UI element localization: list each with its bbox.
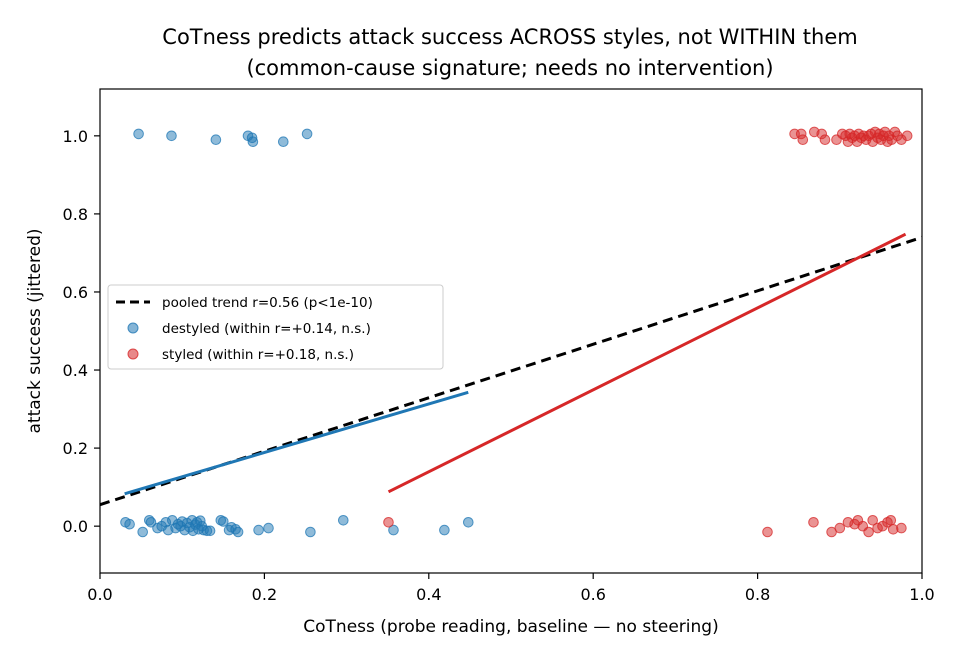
data-point-styled-38 xyxy=(834,522,846,534)
data-point-destyled-40 xyxy=(232,526,244,538)
data-point-styled-33 xyxy=(901,130,913,142)
y-tick-label-5: 1.0 xyxy=(63,127,88,146)
trend-lines xyxy=(100,232,922,507)
data-point-styled-36 xyxy=(808,517,819,528)
chart-title: CoTness predicts attack success ACROSS s… xyxy=(162,25,857,49)
data-point-destyled-45 xyxy=(388,524,399,536)
legend: pooled trend r=0.56 (p<1e-10) destyled (… xyxy=(107,284,444,370)
x-axis-label: CoTness (probe reading, baseline — no st… xyxy=(303,617,718,637)
y-axis: 0.0 0.2 0.4 0.6 0.8 1.0 xyxy=(63,127,100,536)
y-tick-label-1: 0.2 xyxy=(63,439,88,458)
data-point-destyled-34 xyxy=(204,525,216,537)
x-tick-label-3: 0.6 xyxy=(580,585,605,604)
data-point-destyled-9 xyxy=(124,518,135,530)
data-point-styled-34 xyxy=(383,517,394,528)
data-point-destyled-47 xyxy=(463,517,474,528)
legend-item-destyled: destyled (within r=+0.14, n.s.) xyxy=(162,321,371,337)
data-point-destyled-2 xyxy=(210,134,222,145)
data-point-destyled-1 xyxy=(166,130,177,142)
x-tick-label-0: 0.0 xyxy=(87,585,112,604)
y-tick-label-2: 0.4 xyxy=(63,361,88,380)
data-point-destyled-41 xyxy=(253,524,264,536)
data-point-destyled-12 xyxy=(145,517,157,528)
data-point-destyled-5 xyxy=(247,136,259,147)
data-point-destyled-7 xyxy=(301,128,313,140)
data-point-destyled-10 xyxy=(137,526,148,538)
plot-frame xyxy=(99,88,923,574)
data-point-destyled-43 xyxy=(305,526,316,538)
destyled-fit-line xyxy=(124,390,469,496)
data-point-destyled-0 xyxy=(133,128,144,140)
data-point-destyled-44 xyxy=(338,515,349,526)
data-point-styled-48 xyxy=(885,515,897,526)
y-tick-label-3: 0.6 xyxy=(63,283,88,302)
data-point-styled-43 xyxy=(863,526,874,538)
x-tick-label-4: 0.8 xyxy=(745,585,770,604)
legend-box xyxy=(107,284,444,370)
legend-dot-destyled xyxy=(127,322,139,334)
data-point-styled-5 xyxy=(819,134,831,145)
data-point-styled-2 xyxy=(797,134,809,145)
styled-fit-line xyxy=(387,232,907,494)
x-tick-label-5: 1.0 xyxy=(909,585,934,604)
legend-item-pooled: pooled trend r=0.56 (p<1e-10) xyxy=(162,295,373,311)
x-tick-label-1: 0.2 xyxy=(252,585,277,604)
data-point-destyled-6 xyxy=(278,136,289,147)
data-point-styled-50 xyxy=(896,522,907,534)
data-point-destyled-42 xyxy=(263,522,274,534)
data-point-destyled-46 xyxy=(439,524,450,536)
data-point-styled-35 xyxy=(762,526,773,538)
x-tick-label-2: 0.4 xyxy=(416,585,441,604)
chart-subtitle: (common-cause signature; needs no interv… xyxy=(246,56,773,80)
y-tick-label-4: 0.8 xyxy=(63,205,88,224)
data-point-destyled-36 xyxy=(218,516,229,527)
legend-item-styled: styled (within r=+0.18, n.s.) xyxy=(162,347,354,363)
data-point-styled-44 xyxy=(867,515,879,526)
y-axis-label: attack success (jittered) xyxy=(25,228,45,433)
y-tick-label-0: 0.0 xyxy=(63,517,88,536)
x-axis: 0.0 0.2 0.4 0.6 0.8 1.0 xyxy=(87,573,935,604)
legend-dot-styled xyxy=(127,348,139,360)
scatter-points xyxy=(120,126,913,538)
